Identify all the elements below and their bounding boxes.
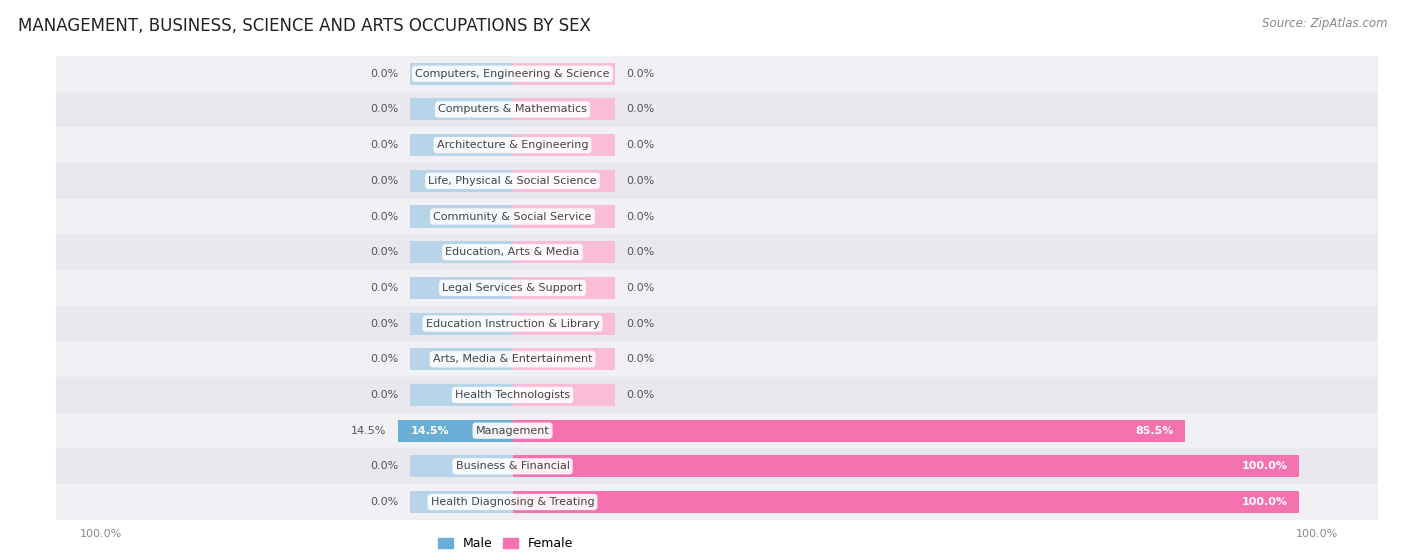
Bar (411, 98, 513, 121)
Bar (411, 206, 513, 228)
Bar (56, 92, 1378, 127)
Bar (411, 455, 513, 477)
Text: 0.0%: 0.0% (627, 176, 655, 186)
Text: 0.0%: 0.0% (370, 283, 398, 293)
Text: Management: Management (475, 425, 550, 435)
Text: 0.0%: 0.0% (370, 247, 398, 257)
Bar (513, 98, 614, 121)
Bar (411, 348, 513, 370)
Text: Arts, Media & Entertainment: Arts, Media & Entertainment (433, 354, 592, 364)
Text: 0.0%: 0.0% (370, 497, 398, 507)
Bar (513, 312, 614, 335)
Bar (56, 413, 1378, 448)
Bar (513, 134, 614, 156)
Text: Health Technologists: Health Technologists (456, 390, 569, 400)
Text: 0.0%: 0.0% (627, 283, 655, 293)
Text: 14.5%: 14.5% (411, 425, 449, 435)
Bar (56, 56, 1378, 92)
Bar (56, 198, 1378, 234)
Bar (411, 170, 513, 192)
Text: 0.0%: 0.0% (627, 390, 655, 400)
Bar (513, 348, 614, 370)
Legend: Male, Female: Male, Female (433, 532, 578, 556)
Bar (513, 63, 614, 85)
Text: Computers, Engineering & Science: Computers, Engineering & Science (415, 69, 610, 79)
Text: MANAGEMENT, BUSINESS, SCIENCE AND ARTS OCCUPATIONS BY SEX: MANAGEMENT, BUSINESS, SCIENCE AND ARTS O… (18, 17, 591, 35)
Bar (411, 63, 513, 85)
Bar (411, 312, 513, 335)
Text: Legal Services & Support: Legal Services & Support (443, 283, 582, 293)
Text: 0.0%: 0.0% (370, 211, 398, 221)
Bar (513, 277, 614, 299)
Text: 0.0%: 0.0% (370, 390, 398, 400)
Bar (513, 491, 1299, 513)
Text: Health Diagnosing & Treating: Health Diagnosing & Treating (430, 497, 595, 507)
Bar (56, 127, 1378, 163)
Bar (56, 270, 1378, 306)
Text: 0.0%: 0.0% (370, 140, 398, 150)
Text: Architecture & Engineering: Architecture & Engineering (437, 140, 588, 150)
Text: 0.0%: 0.0% (627, 247, 655, 257)
Bar (513, 491, 614, 513)
Text: 0.0%: 0.0% (370, 105, 398, 115)
Bar (56, 234, 1378, 270)
Bar (513, 206, 614, 228)
Bar (411, 384, 513, 406)
Text: 0.0%: 0.0% (627, 105, 655, 115)
Text: Life, Physical & Social Science: Life, Physical & Social Science (429, 176, 596, 186)
Bar (411, 134, 513, 156)
Text: 0.0%: 0.0% (627, 69, 655, 79)
Text: 0.0%: 0.0% (370, 319, 398, 329)
Text: 0.0%: 0.0% (627, 211, 655, 221)
Bar (513, 170, 614, 192)
Bar (513, 420, 614, 442)
Bar (398, 420, 513, 442)
Text: 100.0%: 100.0% (1296, 529, 1339, 539)
Bar (513, 420, 1185, 442)
Bar (513, 455, 1299, 477)
Text: Business & Financial: Business & Financial (456, 461, 569, 471)
Bar (513, 241, 614, 263)
Text: 0.0%: 0.0% (627, 140, 655, 150)
Bar (411, 277, 513, 299)
Text: 0.0%: 0.0% (370, 176, 398, 186)
Text: 100.0%: 100.0% (80, 529, 122, 539)
Bar (411, 241, 513, 263)
Text: 100.0%: 100.0% (1241, 461, 1288, 471)
Bar (56, 306, 1378, 342)
Text: Education Instruction & Library: Education Instruction & Library (426, 319, 599, 329)
Text: 14.5%: 14.5% (352, 425, 387, 435)
Text: 0.0%: 0.0% (370, 69, 398, 79)
Bar (56, 342, 1378, 377)
Text: Community & Social Service: Community & Social Service (433, 211, 592, 221)
Text: 0.0%: 0.0% (627, 354, 655, 364)
Text: 0.0%: 0.0% (370, 354, 398, 364)
Text: Education, Arts & Media: Education, Arts & Media (446, 247, 579, 257)
Bar (411, 491, 513, 513)
Text: 85.5%: 85.5% (1135, 425, 1174, 435)
Text: 0.0%: 0.0% (370, 461, 398, 471)
Text: 0.0%: 0.0% (627, 319, 655, 329)
Bar (513, 384, 614, 406)
Text: 100.0%: 100.0% (1241, 497, 1288, 507)
Bar (56, 448, 1378, 484)
Bar (56, 163, 1378, 198)
Text: Source: ZipAtlas.com: Source: ZipAtlas.com (1263, 17, 1388, 30)
Bar (411, 420, 513, 442)
Bar (56, 377, 1378, 413)
Bar (56, 484, 1378, 520)
Text: Computers & Mathematics: Computers & Mathematics (439, 105, 586, 115)
Bar (513, 455, 614, 477)
